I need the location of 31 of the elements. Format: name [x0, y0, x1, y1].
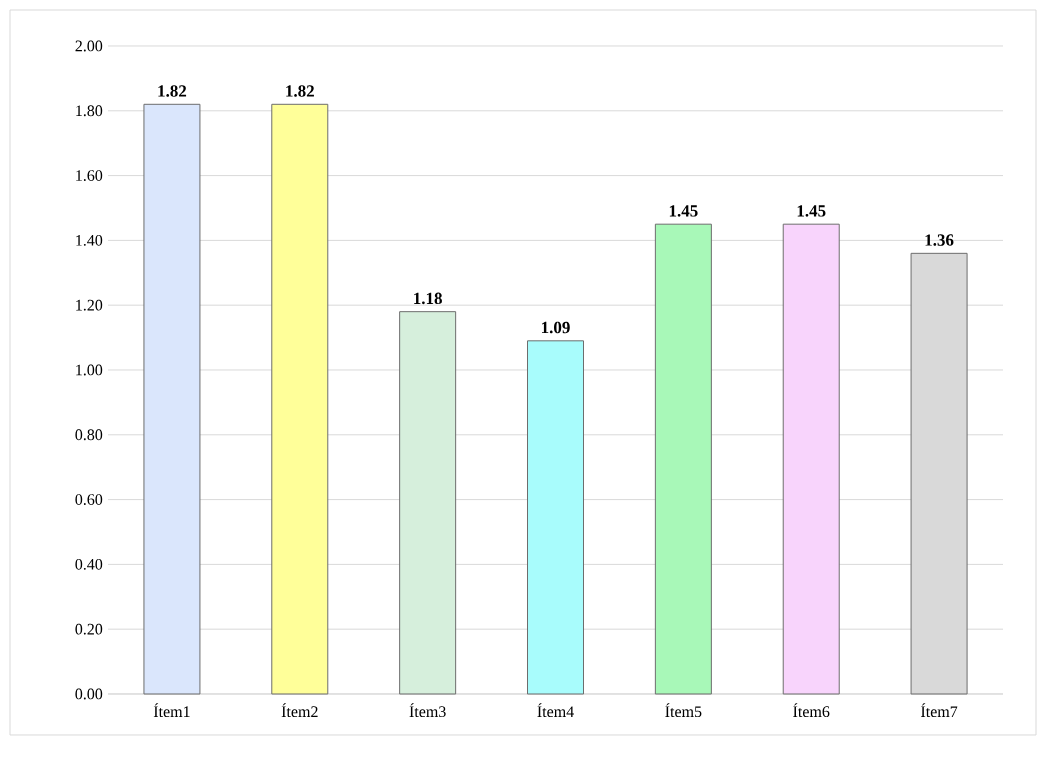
data-label: 1.82 [158, 85, 187, 97]
y-tick-label: 1.20 [76, 299, 103, 311]
y-tick-label: 1.80 [76, 105, 103, 117]
bar [527, 340, 585, 695]
y-tick-label: 0.20 [75, 623, 103, 635]
bar [271, 103, 329, 695]
y-tick-label: 0.40 [75, 558, 103, 570]
y-tick-label: 2.00 [75, 40, 103, 52]
data-label: 1.45 [669, 205, 698, 217]
y-tick-label: 0.80 [75, 429, 103, 441]
x-tick-label: Ítem7 [921, 703, 958, 718]
x-tick-label: Ítem3 [409, 703, 446, 718]
data-label: 1.09 [541, 321, 570, 334]
bar [143, 103, 201, 695]
y-tick-label: 0.00 [75, 688, 103, 700]
x-tick-label: Ítem2 [281, 703, 318, 718]
x-tick-label: Ítem4 [537, 703, 574, 718]
y-tick-label: 1.60 [76, 170, 103, 182]
data-label: 1.82 [286, 85, 314, 97]
y-tick-label: 0.60 [75, 494, 103, 506]
x-tick-label: Ítem1 [153, 703, 190, 718]
bar [782, 223, 840, 695]
y-tick-label: 1.40 [76, 234, 103, 246]
x-tick-label: Ítem5 [665, 703, 702, 718]
data-label: 1.18 [414, 292, 442, 305]
bar [399, 311, 457, 695]
data-label: 1.45 [797, 205, 826, 217]
data-label: 1.36 [925, 234, 954, 246]
bar [654, 223, 712, 695]
x-tick-label: Ítem6 [793, 703, 830, 718]
y-tick-label: 1.00 [76, 364, 103, 376]
